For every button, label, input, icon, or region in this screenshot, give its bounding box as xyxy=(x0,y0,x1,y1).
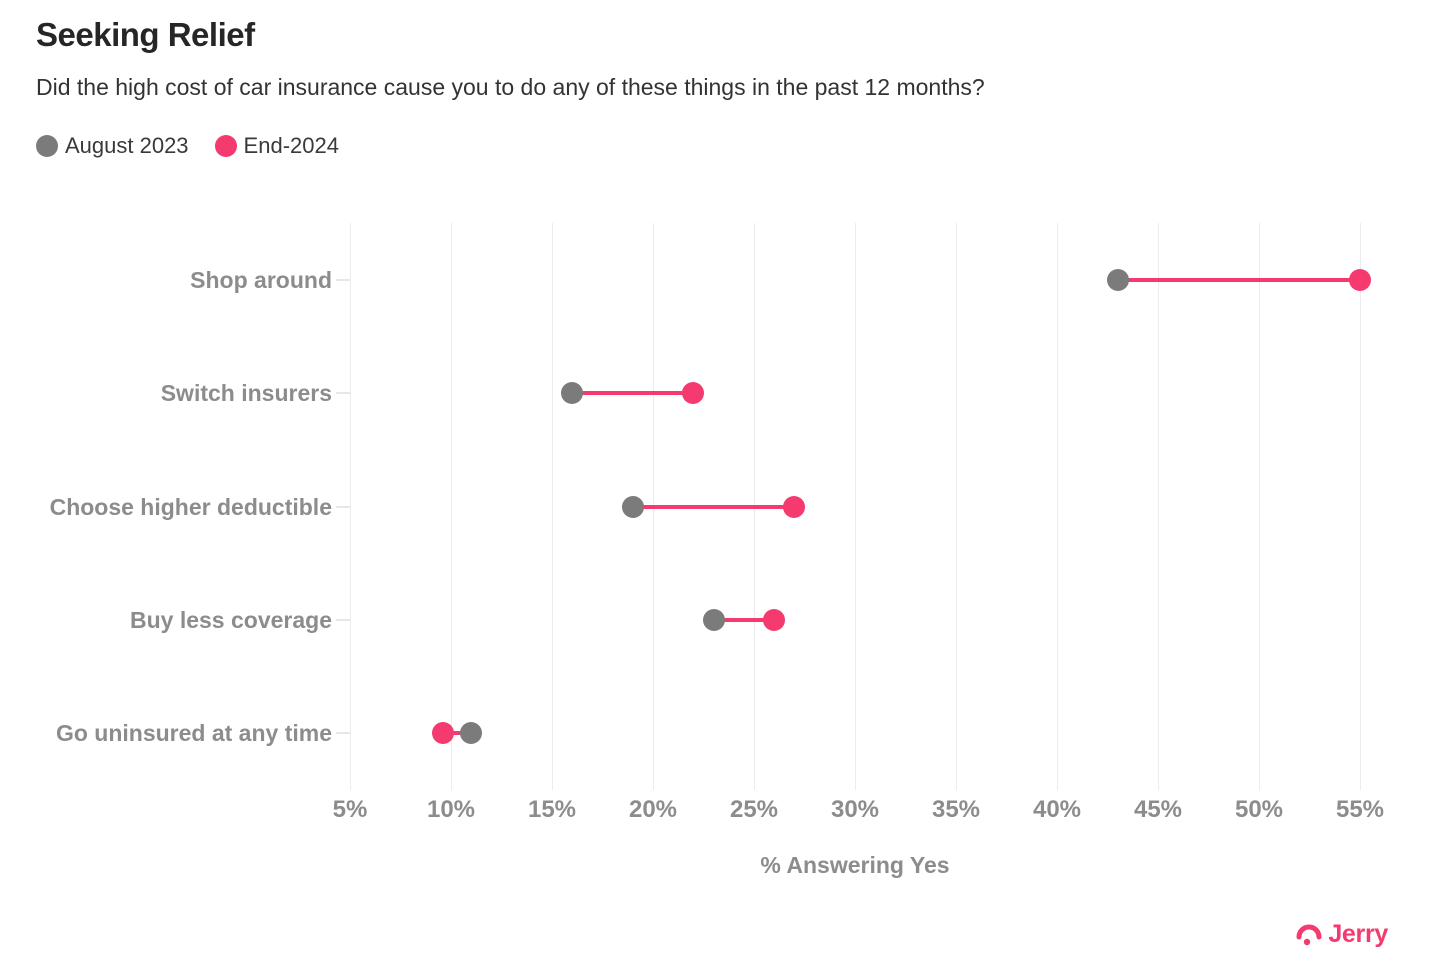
connector-line xyxy=(572,391,694,396)
connector-line xyxy=(632,504,795,509)
data-dot-august-2023 xyxy=(460,722,483,745)
gridline xyxy=(1056,223,1058,790)
gridline xyxy=(1157,223,1159,790)
gridline xyxy=(551,223,553,790)
category-tick xyxy=(336,278,350,281)
x-tick-label: 35% xyxy=(931,796,981,823)
legend-label: August 2023 xyxy=(65,133,189,158)
category-tick xyxy=(336,732,350,735)
gridline xyxy=(1258,223,1260,790)
gridline xyxy=(955,223,957,790)
gridline xyxy=(854,223,856,790)
x-axis-title: % Answering Yes xyxy=(760,852,950,878)
x-tick-label: 55% xyxy=(1335,796,1385,823)
category-tick xyxy=(336,392,350,395)
category-label: Go uninsured at any time xyxy=(55,720,332,747)
data-dot-end-2024 xyxy=(783,495,806,518)
category-label: Shop around xyxy=(190,266,332,293)
data-dot-august-2023 xyxy=(702,608,725,631)
category-label: Choose higher deductible xyxy=(49,493,332,520)
chart-subtitle: Did the high cost of car insurance cause… xyxy=(36,74,985,100)
connector-line xyxy=(442,731,472,736)
jerry-logo: Jerry xyxy=(1295,920,1388,949)
x-tick-label: 15% xyxy=(527,796,577,823)
connector-line xyxy=(713,617,775,622)
legend-dot xyxy=(36,135,58,157)
gridline xyxy=(349,223,351,790)
category-label: Buy less coverage xyxy=(129,606,332,633)
legend-item-august-2023: August 2023 xyxy=(36,133,189,159)
data-dot-end-2024 xyxy=(763,608,786,631)
x-tick-label: 50% xyxy=(1234,796,1284,823)
x-tick-label: 5% xyxy=(332,796,368,823)
data-dot-end-2024 xyxy=(1349,268,1371,291)
connector-line xyxy=(1117,277,1360,282)
category-tick xyxy=(336,505,350,508)
data-dot-august-2023 xyxy=(1106,268,1129,291)
gridline xyxy=(1359,223,1361,790)
data-dot-end-2024 xyxy=(682,382,705,405)
legend-dot xyxy=(214,135,237,157)
legend-label: End-2024 xyxy=(243,133,339,158)
gridline xyxy=(450,223,452,790)
chart-legend: August 2023 End-2024 xyxy=(36,133,339,159)
x-tick-label: 30% xyxy=(830,796,880,823)
data-dot-end-2024 xyxy=(431,722,454,745)
data-dot-august-2023 xyxy=(621,495,644,518)
jerry-arc-icon xyxy=(1296,924,1322,945)
data-dot-august-2023 xyxy=(561,382,584,405)
category-label: Switch insurers xyxy=(160,380,332,407)
chart-title: Seeking Relief xyxy=(36,16,255,53)
category-tick xyxy=(336,618,350,621)
legend-item-end-2024: End-2024 xyxy=(214,133,339,159)
x-tick-label: 10% xyxy=(426,796,476,823)
x-tick-label: 25% xyxy=(729,796,779,823)
jerry-wordmark: Jerry xyxy=(1328,920,1388,948)
x-tick-label: 20% xyxy=(628,796,678,823)
x-tick-label: 45% xyxy=(1133,796,1183,823)
x-tick-label: 40% xyxy=(1032,796,1082,823)
